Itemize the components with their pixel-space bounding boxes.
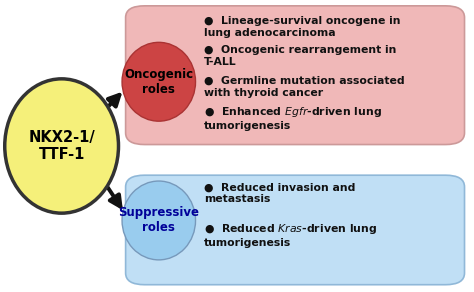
Text: ●  Oncogenic rearrangement in
T-ALL: ● Oncogenic rearrangement in T-ALL xyxy=(204,45,396,67)
Text: ●  Reduced invasion and
metastasis: ● Reduced invasion and metastasis xyxy=(204,182,355,204)
Ellipse shape xyxy=(5,79,118,213)
Ellipse shape xyxy=(122,42,196,121)
Ellipse shape xyxy=(122,181,196,260)
Text: ●  Germline mutation associated
with thyroid cancer: ● Germline mutation associated with thyr… xyxy=(204,76,404,98)
Text: ●  Lineage-survival oncogene in
lung adenocarcinoma: ● Lineage-survival oncogene in lung aden… xyxy=(204,16,401,38)
Text: Oncogenic
roles: Oncogenic roles xyxy=(124,68,193,96)
Text: NKX2-1/
TTF-1: NKX2-1/ TTF-1 xyxy=(28,130,95,162)
FancyBboxPatch shape xyxy=(126,6,465,145)
Text: ●  Reduced $\mathit{Kras}$-driven lung
tumorigenesis: ● Reduced $\mathit{Kras}$-driven lung tu… xyxy=(204,222,377,248)
FancyBboxPatch shape xyxy=(126,175,465,285)
Text: Suppressive
roles: Suppressive roles xyxy=(118,206,199,234)
Text: ●  Enhanced $\mathit{Egfr}$-driven lung
tumorigenesis: ● Enhanced $\mathit{Egfr}$-driven lung t… xyxy=(204,105,382,131)
